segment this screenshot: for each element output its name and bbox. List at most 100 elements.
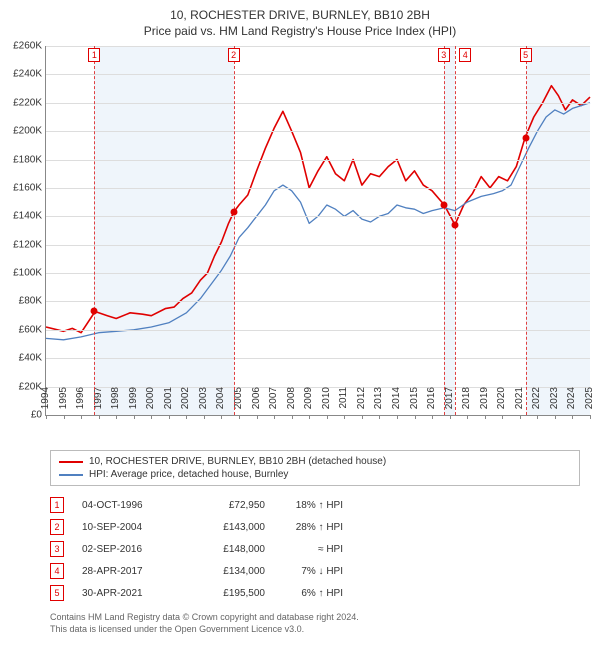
gridline [46, 358, 590, 359]
event-date: 10-SEP-2004 [82, 522, 172, 533]
legend-item: HPI: Average price, detached house, Burn… [59, 468, 571, 481]
event-table-row: 5 30-APR-2021 £195,500 6% ↑ HPI [50, 582, 580, 604]
event-hpi-diff: 6% ↑ HPI [283, 588, 343, 599]
event-price-dot [522, 134, 529, 141]
y-axis-label: £100K [13, 268, 46, 279]
event-table-row: 428-APR-2017£134,0007% ↓ HPI [50, 560, 580, 582]
x-axis-label: 2024 [566, 387, 577, 417]
x-axis-label: 2012 [356, 387, 367, 417]
series-line [46, 86, 590, 333]
y-axis-label: £240K [13, 69, 46, 80]
gridline [46, 188, 590, 189]
x-axis-label: 2011 [338, 387, 349, 417]
x-axis-label: 2019 [479, 387, 490, 417]
legend-item: 10, ROCHESTER DRIVE, BURNLEY, BB10 2BH (… [59, 455, 571, 468]
x-axis-label: 1996 [75, 387, 86, 417]
event-table-row: 2 10-SEP-2004 £143,000 28% ↑ HPI [50, 516, 580, 538]
event-marker-box: 5 [520, 48, 532, 62]
y-axis-label: £220K [13, 97, 46, 108]
line-series-svg [46, 46, 590, 415]
event-hpi-diff: 18% ↑ HPI [283, 500, 343, 511]
x-axis-label: 2007 [268, 387, 279, 417]
event-marker-box: 3 [438, 48, 450, 62]
gridline [46, 330, 590, 331]
event-date: 28-APR-2017 [82, 566, 172, 577]
event-hpi-diff: ≈ HPI [283, 544, 343, 555]
event-number: 2 [50, 519, 64, 535]
gridline [46, 74, 590, 75]
y-axis-label: £160K [13, 182, 46, 193]
x-axis-label: 2002 [180, 387, 191, 417]
x-axis-label: 2005 [233, 387, 244, 417]
event-date: 04-OCT-1996 [82, 500, 172, 511]
x-axis-label: 2001 [163, 387, 174, 417]
event-price: £195,500 [190, 588, 265, 599]
legend: 10, ROCHESTER DRIVE, BURNLEY, BB10 2BH (… [50, 450, 580, 486]
series-line [46, 103, 590, 340]
chart-container: 10, ROCHESTER DRIVE, BURNLEY, BB10 2BH P… [0, 0, 600, 650]
x-axis-label: 1994 [40, 387, 51, 417]
event-price: £72,950 [190, 500, 265, 511]
event-number: 5 [50, 585, 64, 601]
y-axis-label: £140K [13, 211, 46, 222]
chart-subtitle: Price paid vs. HM Land Registry's House … [0, 22, 600, 46]
gridline [46, 131, 590, 132]
event-price-dot [230, 209, 237, 216]
y-axis-label: £200K [13, 126, 46, 137]
event-hpi-diff: 28% ↑ HPI [283, 522, 343, 533]
x-axis-label: 2000 [145, 387, 156, 417]
x-axis-label: 2004 [215, 387, 226, 417]
event-table: 1 04-OCT-1996 £72,950 18% ↑ HPI 2 10-SEP-2004… [50, 494, 580, 604]
event-price: £143,000 [190, 522, 265, 533]
event-number: 1 [50, 497, 64, 513]
event-table-row: 3 02-SEP-2016 £148,000 ≈ HPI [50, 538, 580, 560]
event-price-dot [440, 201, 447, 208]
event-line [444, 46, 445, 415]
gridline [46, 245, 590, 246]
gridline [46, 46, 590, 47]
x-axis-label: 2013 [373, 387, 384, 417]
gridline [46, 103, 590, 104]
chart-title: 10, ROCHESTER DRIVE, BURNLEY, BB10 2BH [0, 0, 600, 22]
x-axis-label: 2015 [409, 387, 420, 417]
x-axis-label: 2023 [549, 387, 560, 417]
x-axis-label: 2003 [198, 387, 209, 417]
footer-line: This data is licensed under the Open Gov… [50, 624, 580, 636]
event-number: 4 [50, 563, 64, 579]
x-axis-label: 1998 [110, 387, 121, 417]
x-axis-label: 2020 [496, 387, 507, 417]
event-number: 3 [50, 541, 64, 557]
event-marker-box: 4 [459, 48, 471, 62]
legend-swatch [59, 474, 83, 476]
event-date: 30-APR-2021 [82, 588, 172, 599]
x-axis-label: 2008 [286, 387, 297, 417]
x-axis-label: 1995 [58, 387, 69, 417]
event-hpi-diff: 7% ↓ HPI [283, 566, 343, 577]
legend-swatch [59, 461, 83, 463]
event-line [526, 46, 527, 415]
gridline [46, 301, 590, 302]
x-axis-label: 2022 [531, 387, 542, 417]
footer-attribution: Contains HM Land Registry data © Crown c… [50, 612, 580, 635]
event-date: 02-SEP-2016 [82, 544, 172, 555]
event-line [455, 46, 456, 415]
gridline [46, 216, 590, 217]
gridline [46, 273, 590, 274]
event-marker-box: 2 [228, 48, 240, 62]
event-line [94, 46, 95, 415]
x-axis-label: 1999 [128, 387, 139, 417]
x-axis-label: 2014 [391, 387, 402, 417]
x-axis-label: 2010 [321, 387, 332, 417]
event-price: £148,000 [190, 544, 265, 555]
y-axis-label: £120K [13, 239, 46, 250]
footer-line: Contains HM Land Registry data © Crown c… [50, 612, 580, 624]
event-table-row: 1 04-OCT-1996 £72,950 18% ↑ HPI [50, 494, 580, 516]
y-axis-label: £80K [19, 296, 46, 307]
y-axis-label: £260K [13, 41, 46, 52]
x-axis-label: 2017 [444, 387, 455, 417]
y-axis-label: £40K [19, 353, 46, 364]
y-axis-label: £180K [13, 154, 46, 165]
x-axis-label: 2018 [461, 387, 472, 417]
x-axis-label: 2025 [584, 387, 595, 417]
event-marker-box: 1 [88, 48, 100, 62]
